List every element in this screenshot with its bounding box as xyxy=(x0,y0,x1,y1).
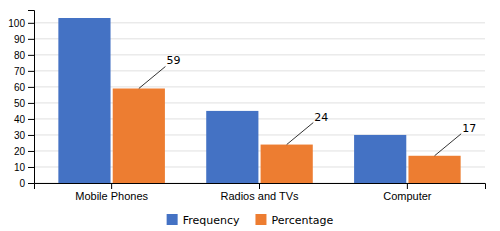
y-tick: 80 xyxy=(14,50,34,61)
legend-item: Percentage xyxy=(255,214,333,227)
bar xyxy=(58,18,110,183)
y-tick: 70 xyxy=(14,66,34,77)
y-tick-mark xyxy=(28,55,34,56)
y-tick-mark xyxy=(28,135,34,136)
y-tick-label: 40 xyxy=(14,114,26,125)
y-tick-mark xyxy=(28,183,34,184)
legend-label: Percentage xyxy=(271,214,333,227)
y-tick-mark xyxy=(28,87,34,88)
y-tick-mark xyxy=(28,103,34,104)
y-tick-label: 70 xyxy=(14,66,26,77)
y-tick-label: 30 xyxy=(14,130,26,141)
chart: 0 10 20 30 40 50 60 70 80 90 100 Mobile Phones Radio… xyxy=(0,0,500,231)
leader-line xyxy=(287,123,314,145)
y-tick: 60 xyxy=(14,82,34,93)
data-label: 59 xyxy=(166,54,180,67)
x-tick-label: Computer xyxy=(383,190,432,202)
y-tick: 20 xyxy=(14,146,34,157)
y-tick-mark xyxy=(28,151,34,152)
bar xyxy=(261,145,313,183)
x-tick: Computer xyxy=(383,183,432,202)
bar xyxy=(206,111,258,183)
y-tick-label: 50 xyxy=(14,98,26,109)
leader-line xyxy=(435,134,462,156)
bar xyxy=(354,135,406,183)
y-tick-label: 80 xyxy=(14,50,26,61)
y-tick-mark xyxy=(28,167,34,168)
x-tick-label: Radios and TVs xyxy=(220,190,299,202)
y-tick-mark xyxy=(28,71,34,72)
y-tick-label: 60 xyxy=(14,82,26,93)
y-tick: 30 xyxy=(14,130,34,141)
x-axis: Mobile Phones Radios and TVs Computer xyxy=(35,183,486,202)
legend-swatch xyxy=(167,214,178,225)
bar xyxy=(113,88,165,183)
y-tick: 100 xyxy=(8,18,34,29)
x-tick-mark xyxy=(259,183,260,189)
y-tick-label: 20 xyxy=(14,146,26,157)
legend-label: Frequency xyxy=(183,214,240,227)
data-labels: 59 24 17 xyxy=(139,54,476,155)
x-tick-mark xyxy=(407,183,408,189)
y-tick-label: 90 xyxy=(14,34,26,45)
data-label: 24 xyxy=(314,111,328,124)
x-tick: Radios and TVs xyxy=(220,183,299,202)
x-tick-mark xyxy=(111,183,112,189)
y-tick: 90 xyxy=(14,34,34,45)
legend-swatch xyxy=(255,214,266,225)
x-tick: Mobile Phones xyxy=(75,183,148,202)
y-tick-mark xyxy=(28,39,34,40)
y-tick: 40 xyxy=(14,114,34,125)
y-tick-mark xyxy=(28,23,34,24)
y-tick-mark xyxy=(28,119,34,120)
y-tick-label: 10 xyxy=(14,162,26,173)
y-tick-label: 100 xyxy=(8,18,25,29)
legend: Frequency Percentage xyxy=(167,214,334,227)
bars xyxy=(58,18,460,183)
x-tick-label: Mobile Phones xyxy=(75,190,148,202)
leader-line xyxy=(139,66,166,88)
legend-item: Frequency xyxy=(167,214,240,227)
bar xyxy=(408,156,460,183)
plot: 0 10 20 30 40 50 60 70 80 90 100 Mobile Phones Radio… xyxy=(8,11,485,202)
y-axis-line xyxy=(28,11,35,184)
y-axis: 0 10 20 30 40 50 60 70 80 90 100 xyxy=(8,11,34,189)
y-tick: 50 xyxy=(14,98,34,109)
y-tick-label: 0 xyxy=(19,178,25,189)
y-tick: 0 xyxy=(19,178,34,189)
data-label: 17 xyxy=(462,122,476,135)
x-axis-line xyxy=(35,184,486,190)
y-tick: 10 xyxy=(14,162,34,173)
